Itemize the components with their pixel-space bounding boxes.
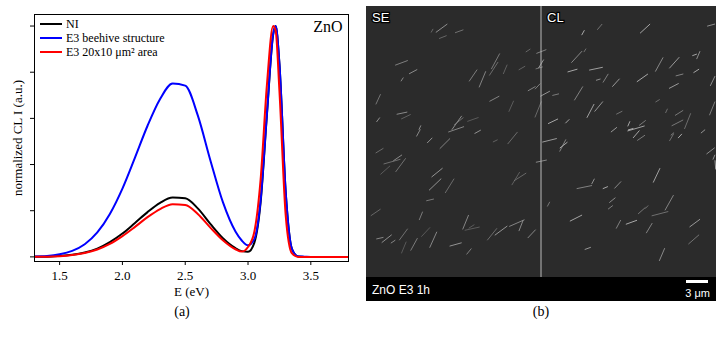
html-text:NI: NI [66,16,79,31]
svg-text:3.5: 3.5 [303,268,319,283]
html-text:E3 20x10 μm² area: E3 20x10 μm² area [66,44,158,59]
svg-text:SE: SE [372,10,390,25]
svg-text:ZnO: ZnO [313,18,342,35]
html-text:(a): (a) [174,304,190,319]
svg-text:1.5: 1.5 [51,268,67,283]
svg-text:ZnO E3 1h: ZnO E3 1h [372,283,430,297]
svg-text:2.5: 2.5 [177,268,193,283]
svg-text:3 μm: 3 μm [685,287,710,299]
html-text:E3 beehive structure: E3 beehive structure [66,30,165,45]
svg-text:3.0: 3.0 [240,268,256,283]
html-text:(b): (b) [532,304,550,319]
svg-text:normalized CL I (a.u.): normalized CL I (a.u.) [10,80,25,196]
svg-text:E (eV): E (eV) [174,284,209,299]
svg-text:2.0: 2.0 [114,268,130,283]
svg-text:CL: CL [547,10,564,25]
